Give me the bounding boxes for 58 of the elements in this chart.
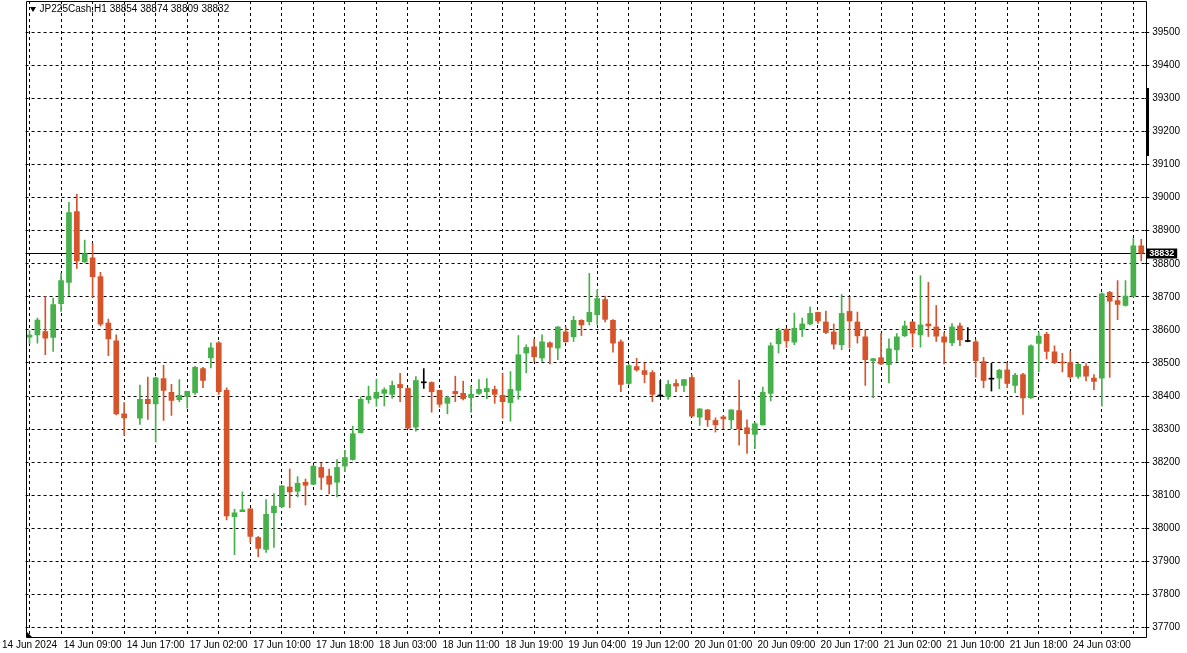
x-tick-label: 21 Jun 18:00 [1009,638,1069,650]
x-tick-label: 20 Jun 01:00 [694,638,753,650]
candlestick [744,419,750,454]
y-tick-label: 38600 [1152,323,1181,335]
y-tick-label: 38300 [1152,422,1181,434]
y-tick-label: 38000 [1152,522,1181,533]
y-tick-label: 38400 [1152,389,1181,401]
candlestick [547,341,553,365]
candlestick [271,493,277,548]
candlestick [523,344,530,374]
x-tick-label: 18 Jun 03:00 [379,638,438,650]
candlestick [286,468,293,509]
x-tick-label: 21 Jun 02:00 [883,638,942,650]
x-tick-label: 21 Jun 10:00 [946,638,1006,650]
x-tick-label: 17 Jun 18:00 [316,638,375,650]
ref-line-label: 38832 [1149,248,1175,259]
candlestick [673,379,679,393]
y-tick-label: 37800 [1152,588,1181,600]
x-tick-label: 19 Jun 12:00 [631,638,690,650]
candlestick [1035,331,1042,373]
candlestick [144,376,151,420]
y-tick-label: 39300 [1152,92,1181,104]
x-tick-label: 20 Jun 09:00 [757,638,816,650]
candlestick [870,358,877,398]
x-tick-label: 17 Jun 02:00 [189,638,249,650]
candlestick [484,378,490,399]
y-tick-label: 38900 [1152,224,1181,236]
y-tick-label: 39500 [1152,26,1181,38]
y-tick-label: 38700 [1152,290,1181,302]
y-tick-label: 39100 [1152,158,1181,170]
x-tick-label: 18 Jun 11:00 [442,638,501,650]
x-tick-label: 14 Jun 17:00 [126,638,186,650]
y-tick-label: 38100 [1152,488,1181,500]
x-tick-label: 20 Jun 17:00 [820,638,879,650]
y-tick-label: 39400 [1152,59,1181,71]
y-tick-label: 37700 [1152,621,1181,633]
x-tick-label: 14 Jun 09:00 [63,638,122,650]
x-tick-label: 14 Jun 2024 [2,638,58,650]
x-tick-label: 24 Jun 03:00 [1072,638,1132,650]
candlestick [42,296,49,356]
y-tick-label: 39000 [1152,191,1181,203]
candlestick [121,402,127,436]
candlestick [468,385,474,413]
candlestick [878,332,884,365]
y-tick-label: 39200 [1152,125,1181,137]
candlestick [452,375,459,402]
y-tick-label: 37900 [1152,555,1181,567]
y-tick-label: 38500 [1152,356,1181,368]
candlestick [420,368,427,389]
chart-title: JP225Cash,H1 38854 38874 38809 38832 [39,2,230,14]
y-tick-label: 38800 [1152,257,1181,269]
x-tick-label: 18 Jun 19:00 [505,638,564,650]
candlestick [397,372,403,402]
y-tick-label: 38200 [1152,455,1181,467]
x-tick-label: 19 Jun 04:00 [568,638,627,650]
x-tick-label: 17 Jun 10:00 [252,638,312,650]
candlestick [1106,290,1113,378]
candlestick [1091,374,1097,391]
